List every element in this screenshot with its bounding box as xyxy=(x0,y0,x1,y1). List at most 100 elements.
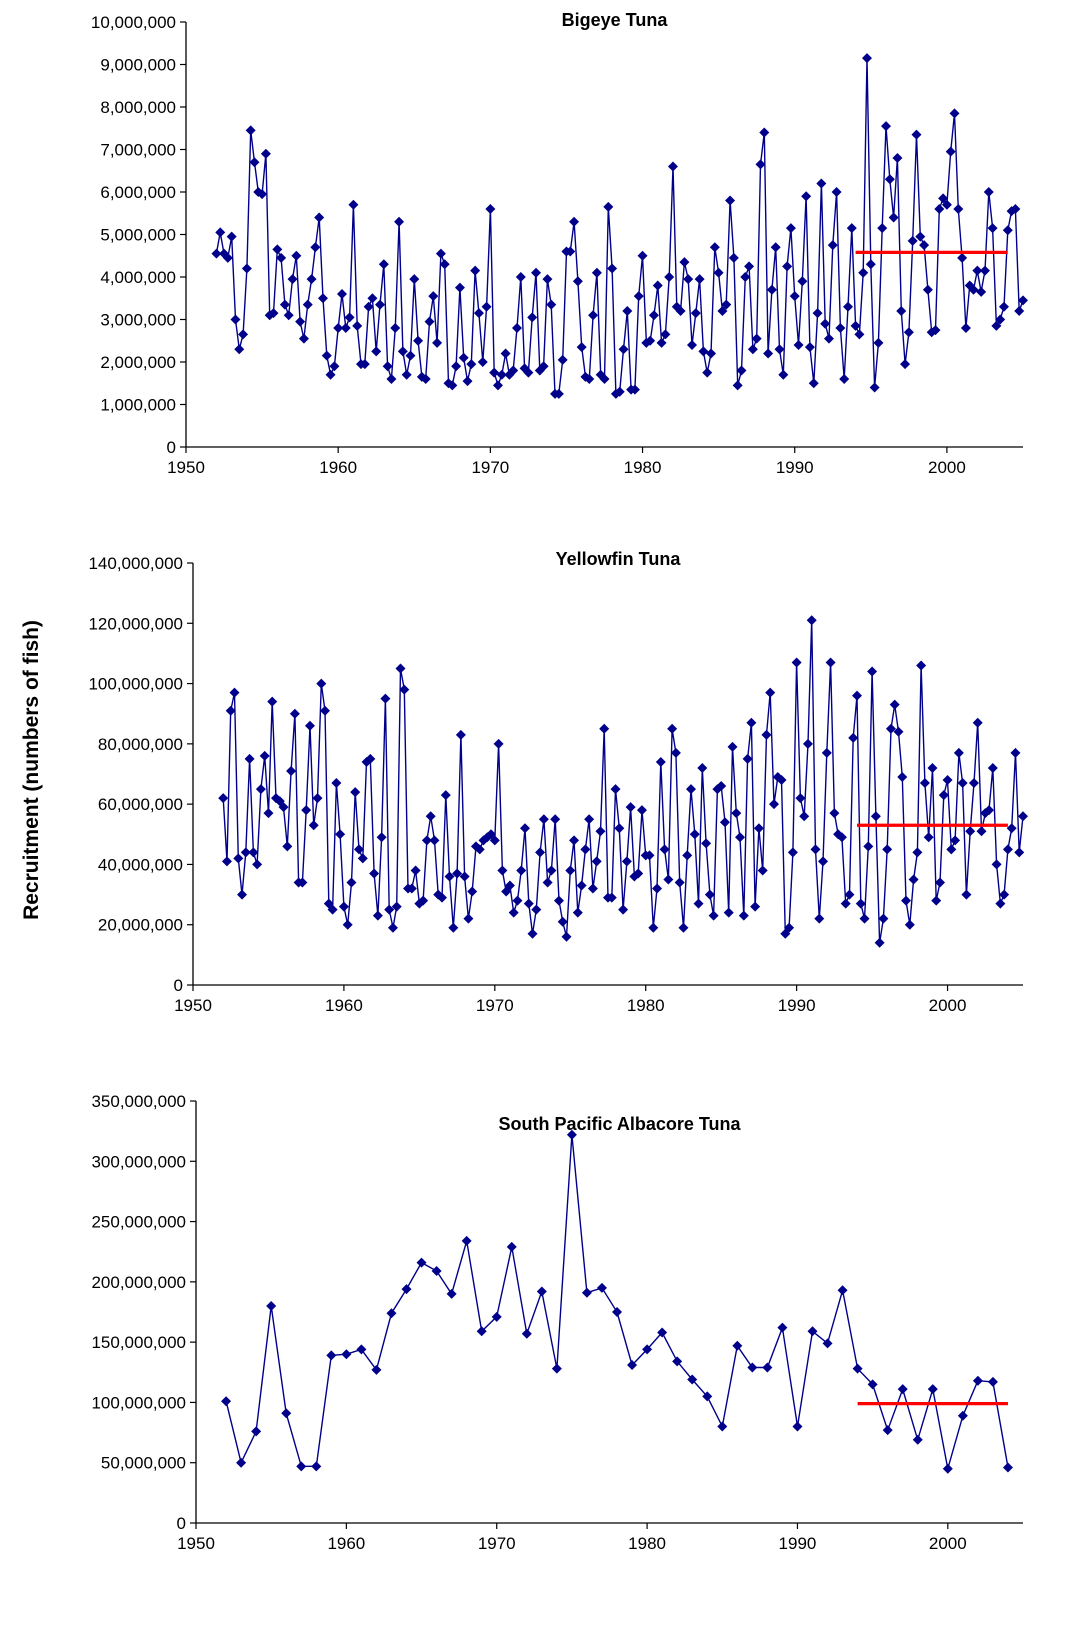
data-point xyxy=(784,922,795,933)
data-point xyxy=(774,344,785,355)
data-point xyxy=(386,374,397,384)
data-point xyxy=(536,1286,547,1297)
data-point xyxy=(793,340,804,350)
data-point xyxy=(873,337,884,348)
data-point xyxy=(255,784,266,795)
data-point xyxy=(942,775,953,786)
x-tick-label: 2000 xyxy=(929,996,967,1015)
data-point xyxy=(587,883,598,894)
data-point xyxy=(520,823,530,834)
data-point xyxy=(897,772,908,783)
data-point xyxy=(211,248,222,259)
x-tick-label: 1980 xyxy=(627,996,665,1015)
chart-panel-3: 0 50,000,000 100,000,000 150,000,000 200,000… xyxy=(91,1092,1023,1553)
data-point xyxy=(757,865,768,876)
y-tick-label: 140,000,000 xyxy=(88,554,183,573)
data-point xyxy=(869,382,880,393)
data-point xyxy=(310,242,321,253)
series-line xyxy=(225,1134,1009,1469)
data-point xyxy=(738,910,749,921)
data-point xyxy=(489,835,500,846)
data-point xyxy=(326,1350,337,1361)
data-point xyxy=(344,312,355,323)
data-point xyxy=(241,263,252,274)
data-point xyxy=(835,323,846,333)
data-point xyxy=(667,723,678,734)
data-point xyxy=(371,346,382,357)
data-point xyxy=(742,753,753,764)
x-tick-label: 1990 xyxy=(776,458,814,477)
data-point xyxy=(698,346,709,357)
data-point xyxy=(987,1376,998,1387)
data-point xyxy=(462,376,473,387)
data-point xyxy=(572,276,583,287)
data-point xyxy=(1006,823,1017,834)
data-point xyxy=(432,337,443,348)
data-point xyxy=(546,299,557,310)
data-point xyxy=(766,284,777,295)
data-point xyxy=(395,663,406,674)
data-point xyxy=(428,291,439,302)
data-point xyxy=(795,793,806,804)
data-point xyxy=(565,246,576,257)
data-point xyxy=(919,778,930,789)
data-point xyxy=(678,922,689,933)
data-point xyxy=(523,898,534,909)
data-point xyxy=(642,1344,653,1355)
y-tick-label: 150,000,000 xyxy=(91,1333,186,1352)
data-point xyxy=(516,865,527,876)
shared-y-axis-label-wrap: Recruitment (numbers of fish) xyxy=(0,0,60,1643)
y-tick-label: 80,000,000 xyxy=(98,735,183,754)
data-point xyxy=(553,388,564,399)
data-point xyxy=(911,129,922,140)
data-point xyxy=(945,146,956,157)
chart-title: Yellowfin Tuna xyxy=(556,549,682,569)
data-point xyxy=(806,615,817,626)
data-point xyxy=(675,306,686,316)
data-point xyxy=(523,367,534,378)
data-point xyxy=(565,865,576,876)
data-point xyxy=(636,805,647,816)
data-point xyxy=(694,274,705,285)
data-point xyxy=(399,684,410,695)
data-point xyxy=(515,272,526,282)
data-point xyxy=(291,250,302,261)
data-point xyxy=(535,847,546,858)
data-point xyxy=(998,301,1009,312)
data-point xyxy=(1014,306,1025,316)
data-point xyxy=(827,240,838,251)
data-point xyxy=(686,784,696,795)
data-point xyxy=(656,337,667,348)
data-point xyxy=(672,1356,683,1367)
data-point xyxy=(405,350,416,361)
data-point xyxy=(976,286,987,297)
data-point xyxy=(296,1461,307,1472)
data-point xyxy=(508,365,519,376)
data-point xyxy=(753,823,764,834)
data-point xyxy=(281,1408,292,1419)
data-point xyxy=(369,868,380,879)
y-tick-label: 50,000,000 xyxy=(101,1454,186,1473)
data-point xyxy=(420,374,431,384)
data-point xyxy=(991,320,1002,331)
data-point xyxy=(961,889,972,900)
data-point xyxy=(338,901,349,912)
data-point xyxy=(401,369,412,380)
data-point xyxy=(1018,811,1028,822)
data-point xyxy=(746,717,757,728)
data-point xyxy=(995,314,1006,325)
data-point xyxy=(709,242,720,253)
data-point xyxy=(802,738,813,749)
x-tick-label: 1960 xyxy=(325,996,363,1015)
data-point xyxy=(416,1257,427,1268)
data-point xyxy=(1010,747,1021,758)
data-point xyxy=(727,741,738,752)
data-point xyxy=(682,850,693,861)
data-point xyxy=(504,880,515,891)
data-point xyxy=(689,829,700,840)
data-point xyxy=(386,1308,397,1319)
data-point xyxy=(251,1426,262,1437)
data-point xyxy=(901,895,912,906)
data-point xyxy=(267,696,278,707)
y-tick-label: 4,000,000 xyxy=(100,268,176,287)
